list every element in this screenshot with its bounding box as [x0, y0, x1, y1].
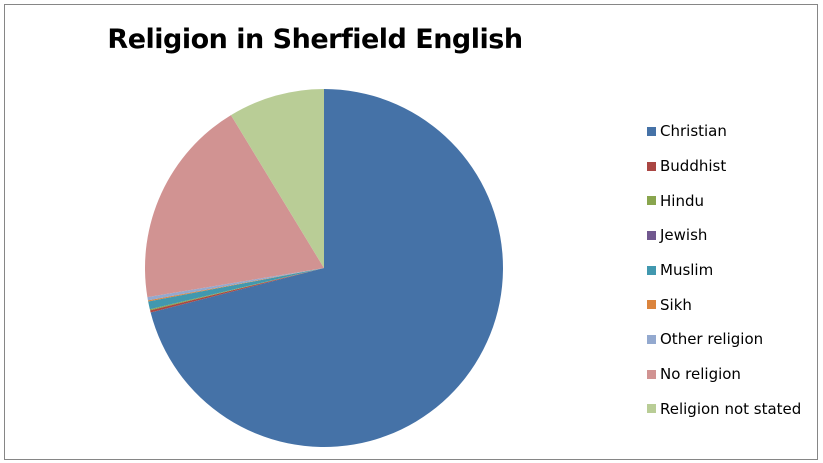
legend-label: Buddhist — [660, 157, 726, 175]
legend-swatch — [647, 370, 656, 379]
legend-swatch — [647, 335, 656, 344]
legend-swatch — [647, 196, 656, 205]
legend-item-other-religion: Other religion — [647, 322, 817, 357]
legend-label: Other religion — [660, 330, 763, 348]
legend-label: Religion not stated — [660, 400, 801, 418]
legend-swatch — [647, 404, 656, 413]
legend-label: Sikh — [660, 296, 692, 314]
legend-item-hindu: Hindu — [647, 183, 817, 218]
chart-legend: Christian Buddhist Hindu Jewish Muslim Sikh Ot… — [647, 114, 817, 426]
legend-item-jewish: Jewish — [647, 218, 817, 253]
legend-item-religion-not-stated: Religion not stated — [647, 392, 817, 427]
legend-swatch — [647, 266, 656, 275]
legend-label: Christian — [660, 122, 727, 140]
legend-label: No religion — [660, 365, 741, 383]
legend-item-christian: Christian — [647, 114, 817, 149]
legend-item-buddhist: Buddhist — [647, 149, 817, 184]
legend-label: Muslim — [660, 261, 713, 279]
legend-swatch — [647, 127, 656, 136]
legend-swatch — [647, 231, 656, 240]
legend-item-sikh: Sikh — [647, 287, 817, 322]
legend-label: Jewish — [660, 226, 707, 244]
legend-item-muslim: Muslim — [647, 253, 817, 288]
legend-swatch — [647, 162, 656, 171]
legend-item-no-religion: No religion — [647, 357, 817, 392]
legend-swatch — [647, 300, 656, 309]
legend-label: Hindu — [660, 192, 704, 210]
